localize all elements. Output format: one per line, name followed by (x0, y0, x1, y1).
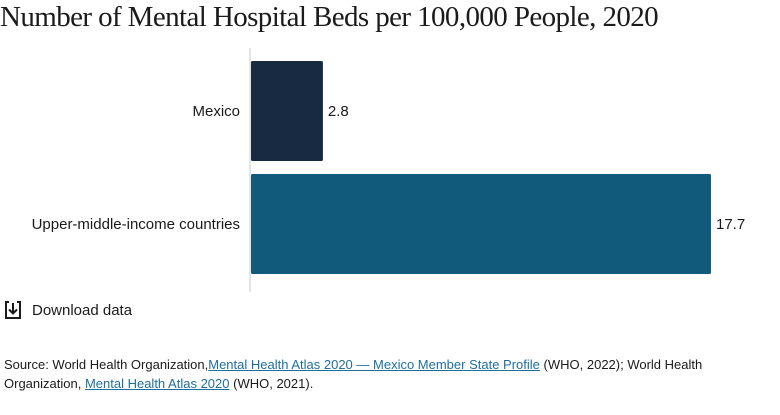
chart-title: Number of Mental Hospital Beds per 100,0… (0, 1, 659, 33)
source-link-atlas-2020[interactable]: Mental Health Atlas 2020 (84, 376, 230, 391)
category-label: Mexico (192, 103, 240, 120)
source-suffix: (WHO, 2021). (233, 376, 314, 391)
value-label: 2.8 (328, 103, 349, 120)
source-middle: (WHO, 2022); World Health Organization, (4, 357, 703, 391)
bars-layer: Mexico 2.8 Upper-middle-income countries 17… (32, 61, 745, 274)
bar-upper-middle-income-countries (251, 174, 711, 274)
category-label: Upper-middle-income countries (32, 216, 240, 233)
source-link-mexico-profile[interactable]: Mental Health Atlas 2020 — Mexico Member… (208, 357, 540, 372)
source-prefix: Source: World Health Organization, (4, 357, 209, 372)
bar-chart: Mexico 2.8 Upper-middle-income countries 17… (32, 48, 745, 292)
bar-mexico (251, 61, 323, 161)
download-icon (5, 301, 21, 319)
source-note: Source: World Health Organization,Mental… (4, 355, 764, 393)
download-data-label: Download data (32, 301, 133, 319)
download-data-button[interactable]: Download data (4, 298, 132, 322)
value-label: 17.7 (716, 216, 745, 233)
